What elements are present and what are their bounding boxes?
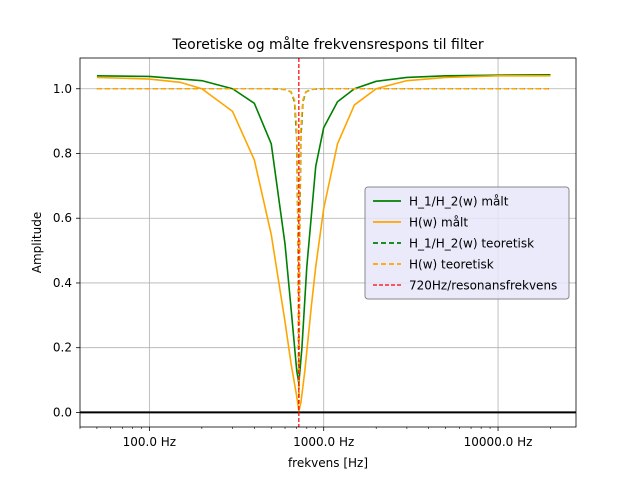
legend-label: 720Hz/resonansfrekvens <box>409 279 557 293</box>
series-line-2 <box>96 75 551 412</box>
series-line-1 <box>96 74 551 385</box>
x-tick-label: 100.0 Hz <box>123 435 177 449</box>
legend-label: H(w) målt <box>409 216 468 230</box>
legend-label: H(w) teoretisk <box>409 258 494 272</box>
legend-label: H_1/H_2(w) målt <box>409 195 509 209</box>
y-tick-label: 0.4 <box>53 276 72 290</box>
x-axis-label: frekvens [Hz] <box>288 456 368 470</box>
plot-frame <box>79 57 577 428</box>
y-axis-label: Amplitude <box>30 212 44 274</box>
y-tick-label: 1.0 <box>53 82 72 96</box>
y-tick-label: 0.8 <box>53 146 72 160</box>
chart-title: Teoretiske og målte frekvensrespons til … <box>171 36 483 53</box>
legend: H_1/H_2(w) målt H(w) målt H_1/H_2(w) teore… <box>364 186 570 300</box>
plot-area <box>80 58 576 427</box>
legend-label: H_1/H_2(w) teoretisk <box>409 237 534 251</box>
axes: 0.0 0.2 0.4 0.6 0.8 1.0 100.0 Hz 1000.0 Hz 10000… <box>53 82 551 449</box>
x-tick-label: 10000.0 Hz <box>464 435 533 449</box>
y-tick-label: 0.2 <box>53 341 72 355</box>
y-tick-label: 0.6 <box>53 211 72 225</box>
x-tick-label: 1000.0 Hz <box>293 435 354 449</box>
legend-box <box>364 186 570 300</box>
y-tick-label: 0.0 <box>53 405 72 419</box>
